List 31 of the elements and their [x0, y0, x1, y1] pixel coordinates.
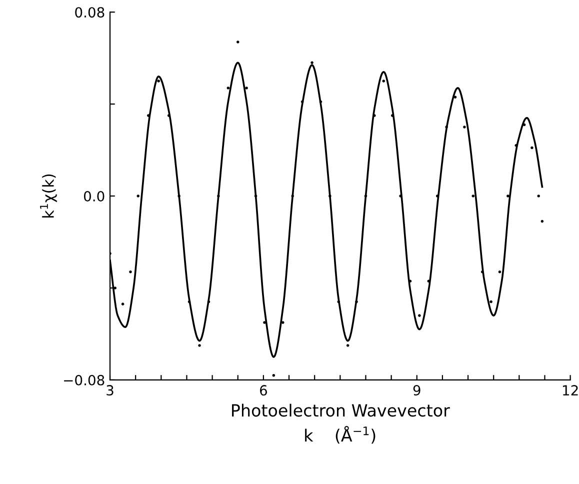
point: [490, 300, 492, 304]
point: [382, 80, 386, 82]
point: [498, 270, 502, 274]
point: [236, 40, 240, 44]
point: [418, 314, 421, 317]
point: [472, 194, 475, 198]
point: [245, 86, 248, 90]
point: [136, 194, 140, 198]
x-tick-label: 12: [563, 385, 578, 396]
point: [463, 126, 466, 128]
x-tick-label: 6: [260, 385, 267, 396]
x-axis-title: Photoelectron Wavevector k (Å$^{−1}$): [232, 404, 450, 444]
x-tick-label: 9: [413, 385, 420, 396]
point: [540, 220, 544, 223]
y-tick-label: 0.08: [75, 7, 104, 18]
point: [506, 194, 510, 198]
point: [198, 344, 201, 347]
y-tick-label: −0.08: [64, 374, 104, 386]
point: [310, 61, 314, 64]
point: [157, 80, 160, 82]
point: [129, 270, 132, 274]
point: [263, 321, 266, 324]
x-tick-label: 3: [106, 385, 114, 396]
point: [530, 146, 534, 150]
y-axis-title: k$^{1}$χ(k): [40, 174, 57, 218]
point: [272, 374, 276, 377]
point: [346, 344, 350, 347]
point: [537, 194, 540, 198]
point: [226, 86, 230, 90]
point: [121, 302, 124, 306]
y-tick-label: 0.0: [84, 190, 104, 202]
